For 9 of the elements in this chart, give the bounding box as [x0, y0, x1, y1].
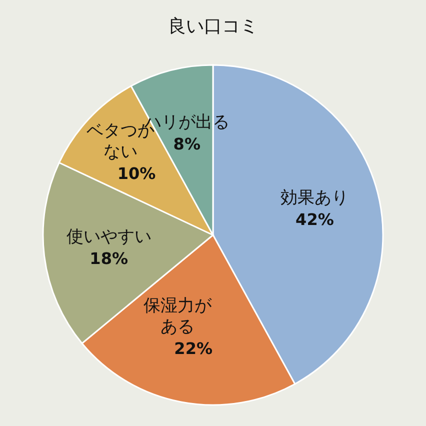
slice-label: 使いやすい [66, 227, 152, 248]
slice-label: 効果あり [280, 188, 349, 208]
slice-label: 保湿力がある [143, 296, 212, 338]
data-label: 22% [174, 339, 212, 358]
data-label: 42% [296, 210, 334, 229]
chart-title: 良い口コミ [168, 16, 258, 37]
data-label: 10% [117, 164, 156, 184]
data-label: 8% [173, 134, 200, 154]
data-label: 18% [90, 249, 128, 268]
